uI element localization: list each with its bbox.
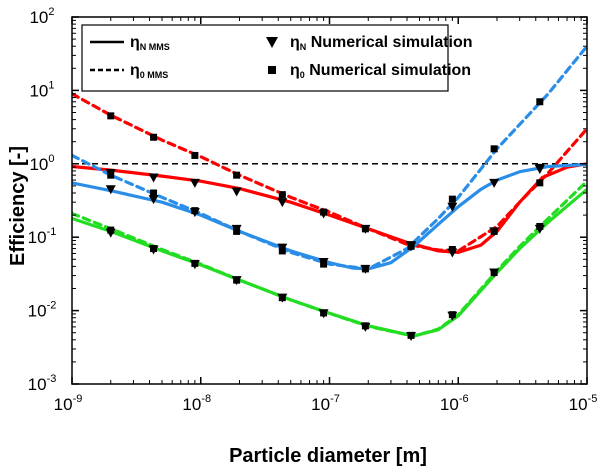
square-marker — [107, 112, 115, 120]
axis-ticks: 10-9 10-8 10-7 10-6 10-5 10-3 10-2 10-1 100 101 10… — [28, 6, 598, 414]
square-marker — [361, 225, 369, 233]
x-axis-title: Particle diameter [m] — [229, 445, 427, 467]
y-axis-title: Efficiency [-] — [7, 146, 29, 266]
x-tick-label: 10-7 — [311, 393, 340, 414]
square-marker — [233, 227, 241, 235]
triangle-marker — [277, 198, 288, 208]
square-marker — [233, 276, 241, 284]
legend-triangle-marker — [266, 37, 278, 48]
square-marker — [448, 195, 456, 203]
legend: ηN MMS ηN Numerical simulation η0 MMS η0 Nu… — [81, 24, 473, 92]
legend-entry-label: ηN MMS — [130, 34, 170, 52]
series-line-3 — [72, 44, 587, 271]
square-marker — [490, 145, 498, 153]
square-marker — [191, 151, 199, 159]
y-tick-label: 10-2 — [28, 300, 57, 321]
square-marker — [107, 226, 115, 234]
triangle-marker — [447, 202, 458, 212]
square-marker — [191, 207, 199, 215]
x-tick-label: 10-5 — [569, 393, 598, 414]
square-marker — [407, 331, 415, 339]
y-tick-label: 10-3 — [28, 373, 57, 394]
triangle-marker — [105, 185, 116, 195]
y-tick-label: 102 — [29, 6, 54, 27]
square-marker — [361, 322, 369, 330]
square-marker — [191, 259, 199, 267]
square-marker — [407, 242, 415, 250]
square-marker — [278, 294, 286, 302]
square-marker — [150, 189, 158, 197]
square-marker — [150, 133, 158, 141]
legend-entry-label: η0 Numerical simulation — [290, 62, 471, 80]
square-marker — [320, 260, 328, 268]
y-tick-label: 101 — [29, 79, 54, 100]
legend-box — [81, 24, 449, 92]
square-marker — [536, 222, 544, 230]
x-tick-label: 10-6 — [440, 393, 469, 414]
triangle-marker — [148, 195, 159, 205]
square-marker — [448, 245, 456, 253]
legend-entry-label: η0 MMS — [130, 62, 168, 80]
square-marker — [361, 265, 369, 273]
square-marker — [536, 179, 544, 187]
square-marker — [320, 208, 328, 216]
x-tick-label: 10-9 — [54, 393, 83, 414]
y-tick-label: 10-1 — [28, 226, 57, 247]
triangle-marker — [231, 187, 242, 197]
square-marker — [278, 191, 286, 199]
square-marker — [150, 245, 158, 253]
legend-entry-label: ηN Numerical simulation — [290, 34, 473, 52]
x-tick-label: 10-8 — [182, 393, 211, 414]
legend-square-marker — [268, 66, 276, 74]
triangle-marker — [489, 178, 500, 188]
square-marker — [448, 311, 456, 319]
square-marker — [233, 171, 241, 179]
square-marker — [278, 247, 286, 255]
square-marker — [490, 227, 498, 235]
y-tick-label: 100 — [29, 153, 54, 174]
square-marker — [107, 171, 115, 179]
square-marker — [320, 309, 328, 317]
triangle-marker — [189, 178, 200, 188]
triangle-marker — [534, 163, 545, 173]
square-marker — [536, 98, 544, 106]
triangle-marker — [148, 173, 159, 183]
square-marker — [490, 269, 498, 277]
